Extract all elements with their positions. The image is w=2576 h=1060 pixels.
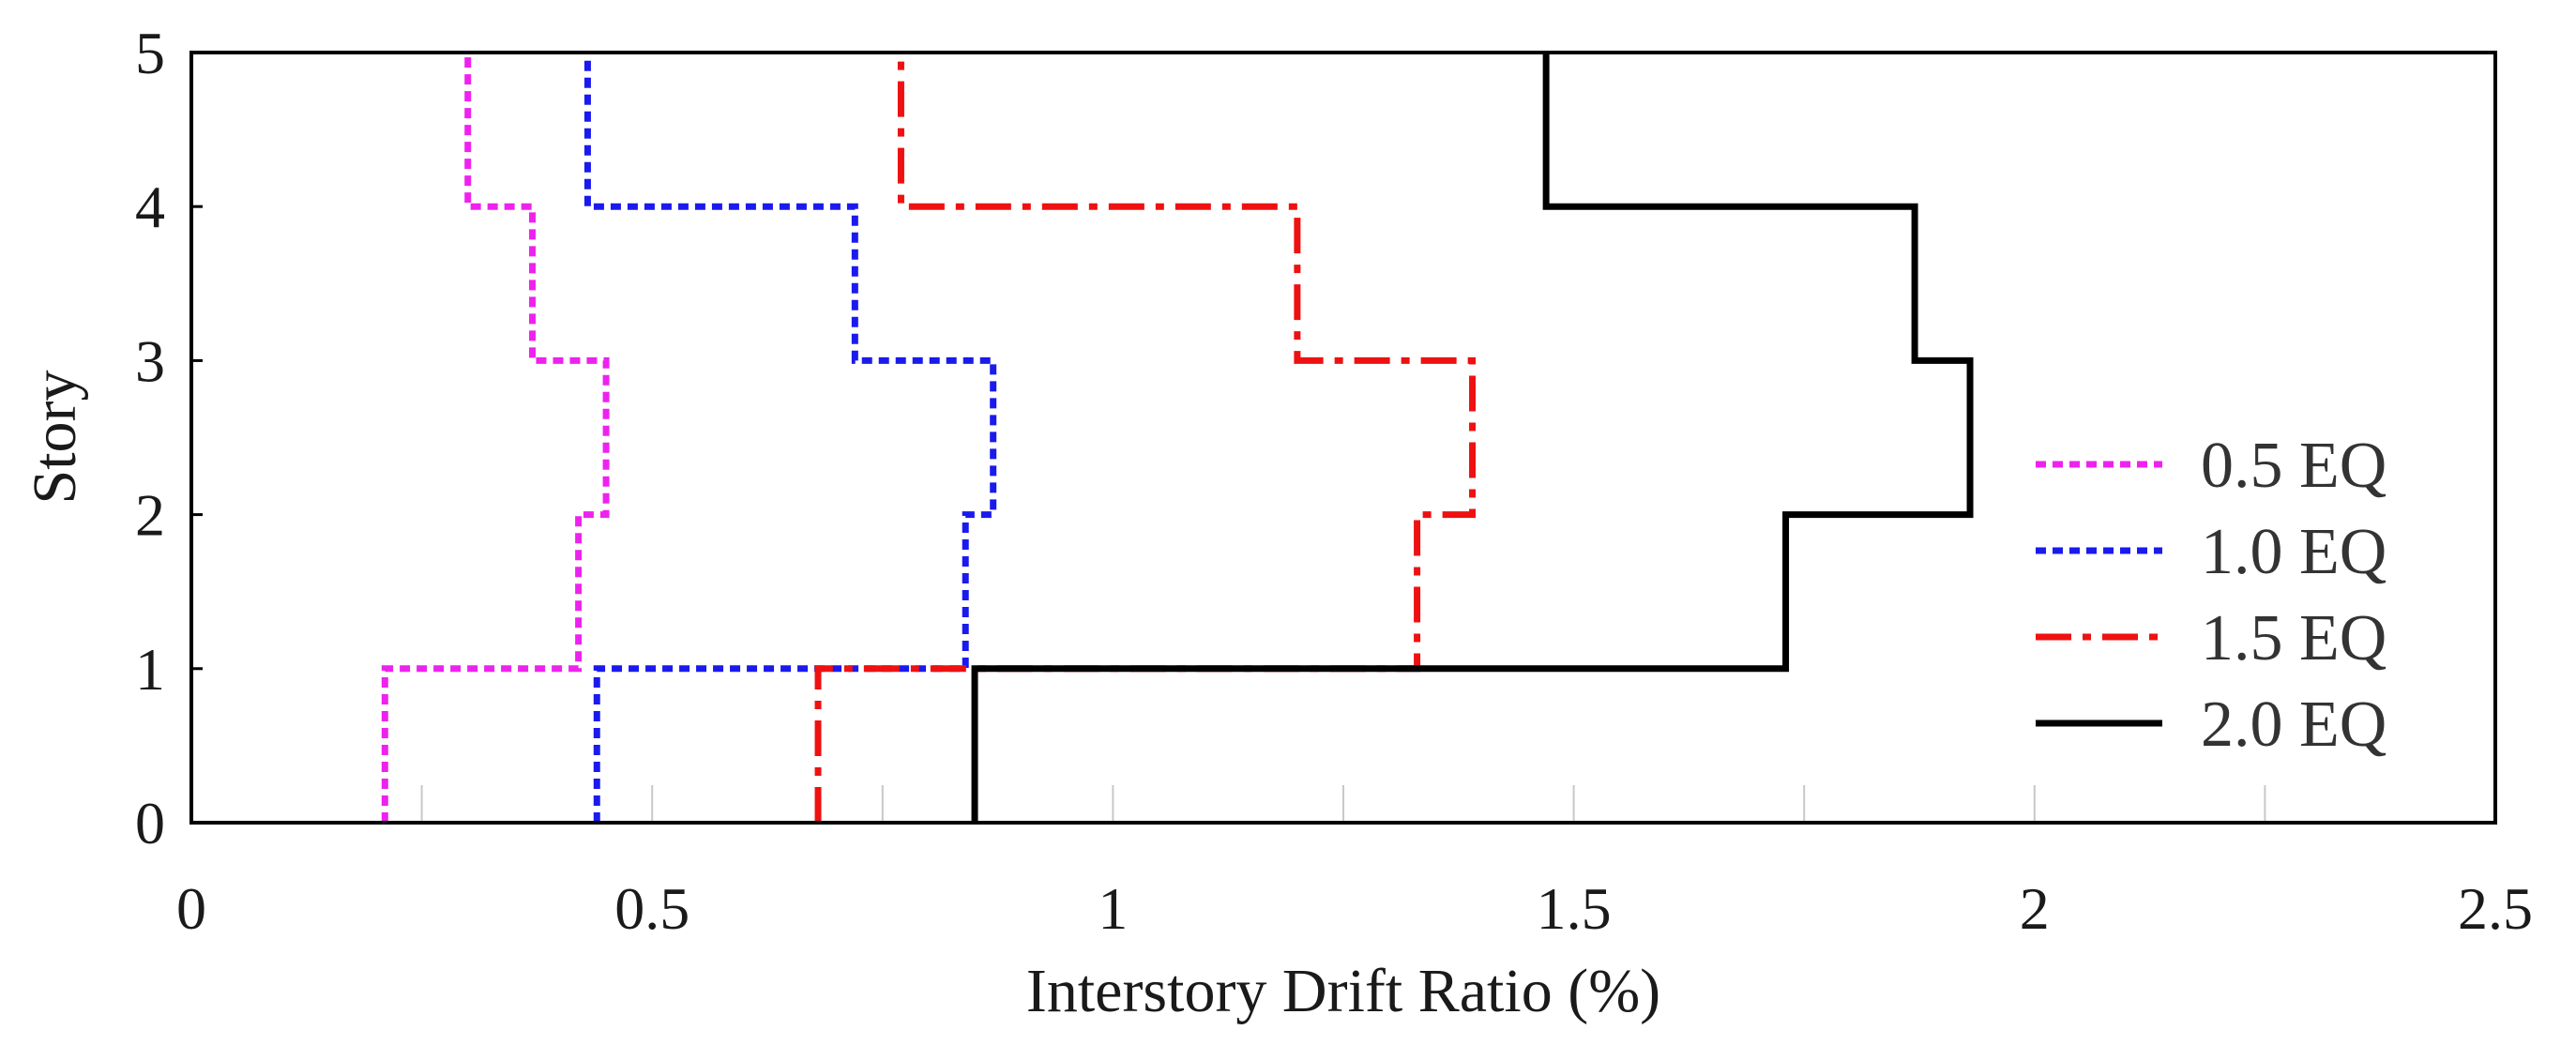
y-tick-label: 1	[135, 636, 165, 703]
y-tick-label: 3	[135, 327, 165, 394]
x-axis-title: Interstory Drift Ratio (%)	[1026, 957, 1660, 1025]
y-tick-label: 0	[135, 790, 165, 856]
x-tick-label: 1	[1098, 875, 1128, 942]
x-tick-label: 1.5	[1537, 875, 1612, 942]
grid	[420, 785, 2266, 823]
y-tick-label: 2	[135, 482, 165, 549]
x-tick-label: 0	[176, 875, 206, 942]
y-tick-label: 5	[135, 20, 165, 86]
legend-label: 2.0 EQ	[2201, 689, 2387, 761]
y-axis-title: Story	[21, 370, 89, 504]
series-line-3	[814, 53, 1477, 823]
x-tick-label: 0.5	[614, 875, 689, 942]
series-line-4	[971, 53, 1974, 823]
plot-frame	[189, 51, 2497, 825]
x-tick-label: 2	[2020, 875, 2050, 942]
series-line-2	[583, 53, 997, 823]
x-axis-ticks: 0 0.5 1 1.5 2 2.5	[176, 875, 2533, 942]
series-line-1	[381, 53, 610, 823]
y-axis-ticks: 0 1 2 3 4 5	[135, 20, 203, 856]
legend-label: 1.0 EQ	[2201, 516, 2387, 588]
legend: 0.5 EQ 1.0 EQ 1.5 EQ 2.0 EQ	[2008, 325, 2477, 765]
legend-label: 1.5 EQ	[2201, 602, 2387, 674]
legend-box	[2008, 325, 2477, 765]
series-lines	[381, 53, 1974, 823]
y-tick-label: 4	[135, 174, 165, 240]
legend-label: 0.5 EQ	[2201, 430, 2387, 502]
x-tick-label: 2.5	[2458, 875, 2533, 942]
